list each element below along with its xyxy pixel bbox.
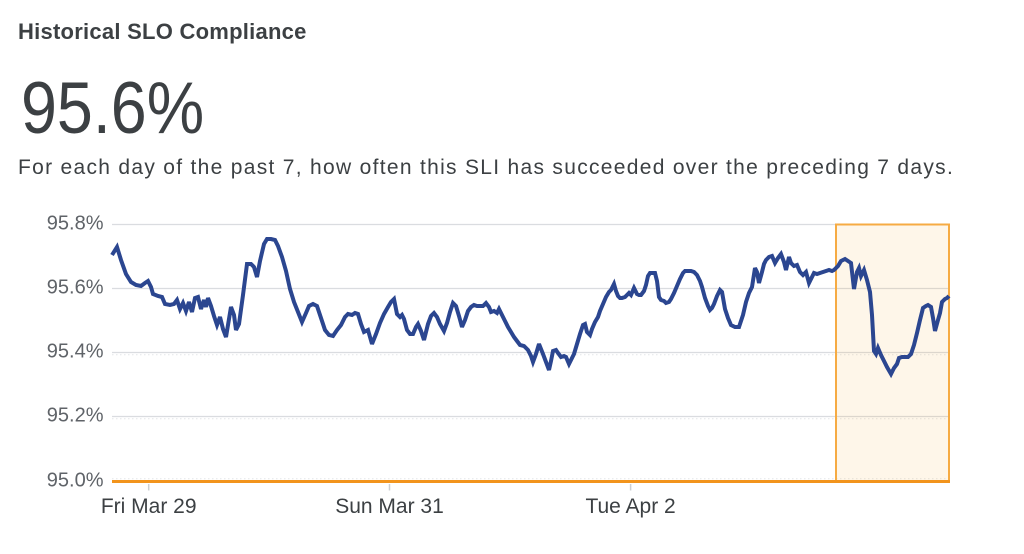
svg-text:Sun Mar 31: Sun Mar 31	[335, 495, 444, 518]
svg-text:Tue Apr 2: Tue Apr 2	[585, 495, 675, 518]
svg-text:95.6%: 95.6%	[47, 277, 104, 299]
svg-text:95.4%: 95.4%	[47, 341, 104, 363]
svg-text:95.0%: 95.0%	[47, 470, 104, 492]
svg-text:95.2%: 95.2%	[47, 405, 104, 427]
svg-text:Fri Mar 29: Fri Mar 29	[101, 495, 197, 518]
svg-text:95.8%: 95.8%	[47, 213, 104, 235]
